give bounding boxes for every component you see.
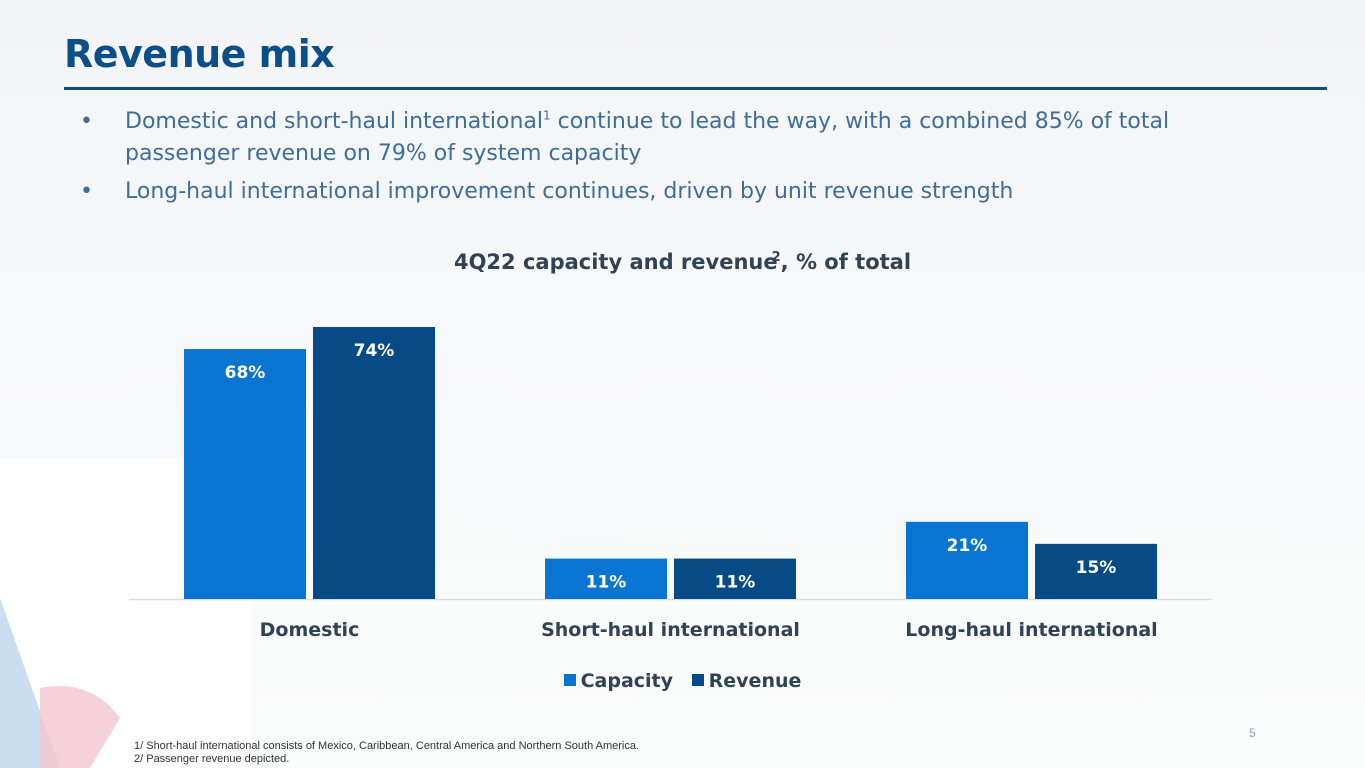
title-divider <box>64 87 1327 90</box>
bar-revenue-0 <box>313 327 435 599</box>
data-label-capacity-1: 11% <box>586 573 627 593</box>
bullet-text-cont: continue to lead the way, with a combine… <box>125 109 1170 166</box>
legend-item-revenue: Revenue <box>691 670 802 692</box>
bar-capacity-1 <box>545 558 667 599</box>
bullet-item: • Long-haul international improvement co… <box>80 176 1280 208</box>
bullet-list: • Domestic and short-haul international1… <box>80 106 1280 214</box>
bar-revenue-1 <box>674 558 796 599</box>
legend-swatch-capacity <box>563 673 576 686</box>
data-label-revenue-1: 11% <box>715 573 756 593</box>
footnotes: 1/ Short-haul international consists of … <box>134 740 639 766</box>
chart-title-text: 4Q22 capacity and revenue <box>453 250 778 274</box>
bar-revenue-2 <box>1035 543 1157 599</box>
bullet-item: • Domestic and short-haul international1… <box>80 106 1280 170</box>
page-number: 5 <box>1249 726 1256 740</box>
category-label-2: Long-haul international <box>905 619 1157 641</box>
footnote-2: 2/ Passenger revenue depicted. <box>134 753 290 765</box>
bullet-text: Long-haul international improvement cont… <box>125 179 1014 204</box>
chart-title-footnote-ref: 2 <box>771 250 781 265</box>
legend-label-capacity: Capacity <box>580 670 674 692</box>
bullet-dot: • <box>80 109 93 134</box>
category-label-1: Short-haul international <box>541 619 800 641</box>
bar-capacity-0 <box>184 349 306 599</box>
legend-label-revenue: Revenue <box>708 670 802 692</box>
legend-swatch-revenue <box>691 673 704 686</box>
legend-item-capacity: Capacity <box>563 670 674 692</box>
chart-title: 4Q22 capacity and revenue2, % of total <box>0 250 1365 274</box>
bar-capacity-2 <box>906 521 1028 599</box>
footnote-ref: 1 <box>543 108 551 123</box>
data-label-revenue-2: 15% <box>1076 558 1117 578</box>
footnote-1: 1/ Short-haul international consists of … <box>134 740 640 752</box>
chart-title-suffix: , % of total <box>780 250 912 274</box>
data-label-revenue-0: 74% <box>354 341 395 361</box>
chart-legend: Capacity Revenue <box>0 670 1365 692</box>
data-label-capacity-0: 68% <box>225 363 266 383</box>
bullet-dot: • <box>80 179 93 204</box>
category-label-0: Domestic <box>260 619 360 641</box>
bullet-text: Domestic and short-haul international <box>125 109 544 134</box>
page-title: Revenue mix <box>64 32 335 76</box>
data-label-capacity-2: 21% <box>947 536 988 556</box>
